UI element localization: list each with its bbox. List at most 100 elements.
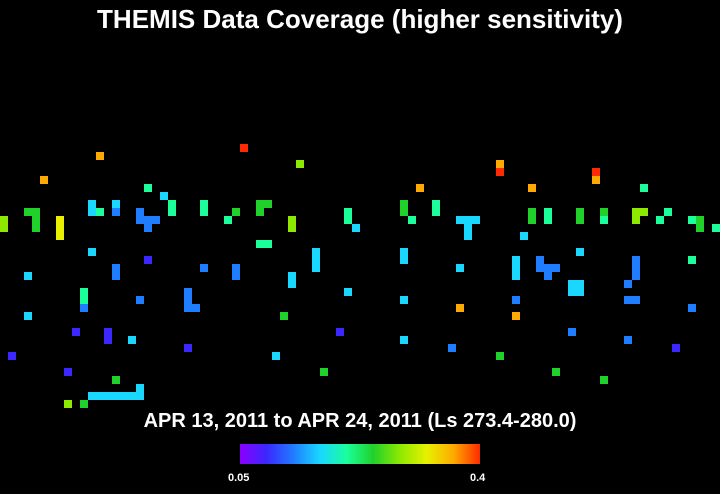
coverage-cell	[456, 216, 464, 224]
coverage-cell	[544, 216, 552, 224]
coverage-cell	[688, 216, 696, 224]
coverage-cell	[256, 200, 264, 208]
coverage-cell	[464, 232, 472, 240]
coverage-cell	[96, 208, 104, 216]
coverage-cell	[56, 232, 64, 240]
coverage-cell	[280, 312, 288, 320]
coverage-cell	[136, 296, 144, 304]
coverage-cell	[552, 368, 560, 376]
coverage-cell	[232, 272, 240, 280]
coverage-cell	[528, 184, 536, 192]
coverage-cell	[624, 296, 632, 304]
coverage-cell	[184, 344, 192, 352]
coverage-cell	[56, 224, 64, 232]
coverage-cell	[72, 328, 80, 336]
coverage-cell	[0, 216, 8, 224]
coverage-cell	[104, 328, 112, 336]
coverage-cell	[8, 352, 16, 360]
coverage-cell	[344, 208, 352, 216]
coverage-map	[0, 144, 720, 408]
coverage-cell	[136, 384, 144, 392]
coverage-cell	[288, 280, 296, 288]
coverage-cell	[592, 176, 600, 184]
coverage-cell	[80, 296, 88, 304]
coverage-cell	[24, 272, 32, 280]
coverage-cell	[600, 376, 608, 384]
coverage-cell	[128, 336, 136, 344]
coverage-cell	[144, 256, 152, 264]
coverage-cell	[136, 208, 144, 216]
coverage-cell	[400, 256, 408, 264]
coverage-cell	[496, 160, 504, 168]
coverage-cell	[568, 288, 576, 296]
coverage-cell	[512, 272, 520, 280]
coverage-cell	[344, 216, 352, 224]
coverage-cell	[32, 224, 40, 232]
coverage-cell	[576, 216, 584, 224]
coverage-cell	[0, 224, 8, 232]
coverage-cell	[576, 248, 584, 256]
coverage-cell	[296, 160, 304, 168]
coverage-cell	[400, 208, 408, 216]
coverage-cell	[152, 216, 160, 224]
coverage-cell	[24, 208, 32, 216]
coverage-cell	[120, 392, 128, 400]
coverage-cell	[688, 256, 696, 264]
coverage-cell	[640, 208, 648, 216]
coverage-cell	[200, 264, 208, 272]
coverage-cell	[656, 216, 664, 224]
coverage-cell	[40, 176, 48, 184]
coverage-cell	[240, 144, 248, 152]
coverage-cell	[80, 304, 88, 312]
coverage-cell	[112, 392, 120, 400]
coverage-cell	[624, 280, 632, 288]
coverage-cell	[256, 240, 264, 248]
coverage-cell	[568, 328, 576, 336]
coverage-cell	[96, 392, 104, 400]
coverage-cell	[344, 288, 352, 296]
coverage-cell	[232, 208, 240, 216]
coverage-cell	[88, 248, 96, 256]
coverage-cell	[664, 208, 672, 216]
coverage-cell	[400, 248, 408, 256]
coverage-cell	[184, 288, 192, 296]
coverage-cell	[112, 264, 120, 272]
coverage-cell	[600, 216, 608, 224]
coverage-cell	[168, 208, 176, 216]
coverage-cell	[432, 208, 440, 216]
coverage-cell	[112, 208, 120, 216]
coverage-cell	[536, 256, 544, 264]
coverage-cell	[576, 288, 584, 296]
coverage-cell	[696, 224, 704, 232]
colorbar-min-label: 0.05	[228, 472, 250, 484]
coverage-cell	[552, 264, 560, 272]
coverage-cell	[416, 184, 424, 192]
coverage-cell	[200, 200, 208, 208]
coverage-cell	[512, 256, 520, 264]
coverage-cell	[264, 240, 272, 248]
chart-title: THEMIS Data Coverage (higher sensitivity…	[97, 4, 623, 34]
coverage-cell	[672, 344, 680, 352]
coverage-cell	[544, 264, 552, 272]
coverage-cell	[512, 264, 520, 272]
coverage-cell	[32, 208, 40, 216]
coverage-cell	[88, 208, 96, 216]
coverage-cell	[264, 200, 272, 208]
coverage-cell	[232, 264, 240, 272]
coverage-cell	[528, 208, 536, 216]
coverage-cell	[336, 328, 344, 336]
coverage-cell	[712, 224, 720, 232]
coverage-cell	[256, 208, 264, 216]
coverage-cell	[56, 216, 64, 224]
coverage-cell	[88, 392, 96, 400]
coverage-cell	[24, 312, 32, 320]
coverage-cell	[312, 248, 320, 256]
coverage-cell	[632, 216, 640, 224]
coverage-cell	[312, 264, 320, 272]
coverage-cell	[632, 208, 640, 216]
coverage-cell	[400, 296, 408, 304]
coverage-cell	[320, 368, 328, 376]
coverage-cell	[288, 224, 296, 232]
coverage-cell	[456, 304, 464, 312]
coverage-cell	[400, 336, 408, 344]
